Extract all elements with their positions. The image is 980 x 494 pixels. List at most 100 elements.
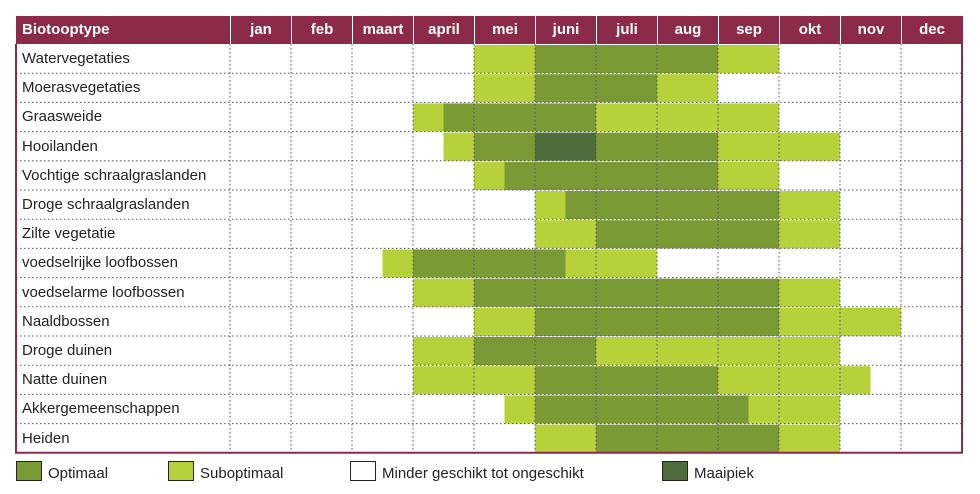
cell-10-8: [718, 337, 779, 366]
month-header-okt: okt: [779, 16, 840, 44]
cell-12-6: [596, 395, 657, 424]
legend-swatch: [168, 461, 194, 481]
cell-0-8: [718, 45, 779, 74]
cell-12-7: [657, 395, 718, 424]
month-header-april: april: [413, 16, 474, 44]
cell-0-7: [657, 45, 718, 74]
row-label: Vochtige schraalgraslanden: [22, 166, 207, 184]
cell-7-6: [596, 249, 657, 278]
cell-13-9: [779, 424, 840, 453]
cell-10-5: [535, 337, 596, 366]
row-label: Natte duinen: [22, 371, 108, 389]
cell-3-6: [596, 132, 657, 161]
cell-2-8: [718, 103, 779, 132]
cell-2-3-0: [413, 103, 444, 132]
cell-7-4: [474, 249, 535, 278]
row-label: Akkergemeenschappen: [22, 400, 180, 418]
legend-swatch: [662, 461, 688, 481]
legend-swatch: [16, 461, 42, 481]
cell-3-5: [535, 132, 596, 161]
cell-9-5: [535, 307, 596, 336]
cell-11-3: [413, 366, 474, 395]
cell-2-4: [474, 103, 535, 132]
cell-12-9: [779, 395, 840, 424]
cell-6-5: [535, 220, 596, 249]
cell-7-5-0: [535, 249, 566, 278]
cell-7-5-1: [565, 249, 596, 278]
cell-3-3-1: [443, 132, 474, 161]
cell-9-4: [474, 307, 535, 336]
row-label: Naaldbossen: [22, 312, 110, 330]
cell-5-6: [596, 191, 657, 220]
cell-7-3: [413, 249, 474, 278]
cell-9-8: [718, 307, 779, 336]
row-label: voedselarme loofbossen: [22, 283, 185, 301]
cell-10-9: [779, 337, 840, 366]
cell-8-8: [718, 278, 779, 307]
cell-5-9: [779, 191, 840, 220]
legend-label: Suboptimaal: [200, 465, 284, 482]
row-label: Graasweide: [22, 108, 103, 126]
cell-10-7: [657, 337, 718, 366]
cell-0-6: [596, 45, 657, 74]
cell-11-9: [779, 366, 840, 395]
cell-8-4: [474, 278, 535, 307]
month-header-nov: nov: [840, 16, 901, 44]
cell-4-4-0: [474, 161, 505, 190]
cell-12-8-1: [748, 395, 779, 424]
cell-6-8: [718, 220, 779, 249]
month-header-juni: juni: [535, 16, 596, 44]
cell-11-7: [657, 366, 718, 395]
month-header-maart: maart: [352, 16, 413, 44]
cell-0-4: [474, 45, 535, 74]
legend-label: Minder geschikt tot ongeschikt: [382, 465, 584, 482]
cell-11-5: [535, 366, 596, 395]
cell-11-10-0: [840, 366, 871, 395]
cell-11-6: [596, 366, 657, 395]
cell-6-6: [596, 220, 657, 249]
cell-0-5: [535, 45, 596, 74]
cell-1-4: [474, 74, 535, 103]
month-header-jan: jan: [230, 16, 291, 44]
cell-12-8-0: [718, 395, 749, 424]
row-label: Hooilanden: [22, 137, 98, 155]
cell-8-6: [596, 278, 657, 307]
cell-6-7: [657, 220, 718, 249]
cell-3-8: [718, 132, 779, 161]
cell-13-5: [535, 424, 596, 453]
row-label: Droge schraalgraslanden: [22, 196, 190, 213]
cell-3-4: [474, 132, 535, 161]
month-header-feb: feb: [291, 16, 352, 44]
cell-9-10: [840, 307, 901, 336]
cell-2-6: [596, 103, 657, 132]
cell-9-6: [596, 307, 657, 336]
row-label: Moerasvegetaties: [22, 79, 141, 97]
header-biotooptype: Biotooptype: [16, 16, 230, 44]
month-header-juli: juli: [596, 16, 657, 44]
legend-label: Maaipiek: [694, 465, 755, 482]
cell-1-7: [657, 74, 718, 103]
cell-4-8: [718, 161, 779, 190]
row-label: Droge duinen: [22, 342, 113, 359]
cell-5-5-0: [535, 191, 566, 220]
cell-13-8: [718, 424, 779, 453]
cell-10-6: [596, 337, 657, 366]
month-header-sep: sep: [718, 16, 779, 44]
cell-12-5: [535, 395, 596, 424]
cell-4-4-1: [504, 161, 535, 190]
cell-13-6: [596, 424, 657, 453]
cell-2-3-1: [443, 103, 474, 132]
row-label: voedselrijke loofbossen: [22, 254, 178, 272]
cell-11-8: [718, 366, 779, 395]
legend-swatch: [350, 461, 376, 481]
cell-9-7: [657, 307, 718, 336]
month-header-mei: mei: [474, 16, 535, 44]
row-label: Heiden: [22, 429, 70, 447]
cell-1-5: [535, 74, 596, 103]
cell-3-9: [779, 132, 840, 161]
cell-13-7: [657, 424, 718, 453]
cell-3-7: [657, 132, 718, 161]
month-header-dec: dec: [901, 16, 962, 44]
cell-1-6: [596, 74, 657, 103]
